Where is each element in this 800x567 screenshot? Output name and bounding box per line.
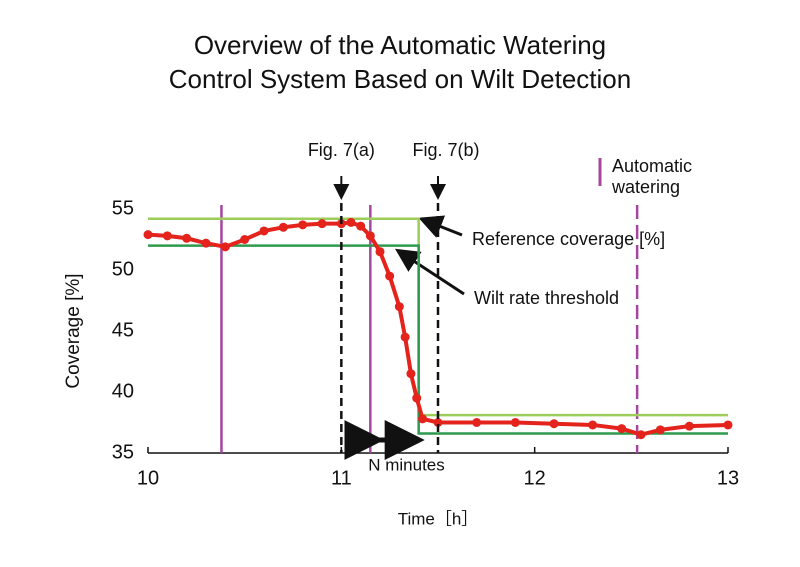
coverage-point: [472, 418, 482, 427]
coverage-point: [375, 247, 385, 257]
coverage-point: [346, 217, 356, 227]
coverage-point: [412, 393, 422, 403]
coverage-point: [317, 219, 327, 229]
coverage-point: [400, 332, 410, 342]
y-tick-label: 50: [112, 258, 134, 280]
coverage-point: [298, 220, 308, 230]
coverage-point: [259, 226, 269, 236]
x-tick-label: 11: [331, 467, 352, 489]
coverage-point: [143, 230, 153, 240]
y-tick-label: 40: [112, 380, 134, 402]
coverage-point: [182, 233, 192, 243]
pointer-arrow: [418, 215, 463, 238]
y-tick-label: 55: [112, 197, 134, 219]
threshold-line: [148, 244, 728, 435]
series-label: Wilt rate threshold: [474, 288, 619, 308]
coverage-point: [278, 222, 288, 232]
coverage-point: [723, 420, 733, 430]
x-tick-label: 13: [717, 467, 739, 489]
coverage-point: [394, 302, 404, 312]
coverage-point: [385, 271, 395, 281]
legend-label: Automatic: [612, 156, 692, 176]
coverage-point: [201, 238, 211, 248]
series-label: Reference coverage [%]: [472, 229, 665, 249]
x-tick-label: 12: [524, 467, 546, 489]
coverage-point: [162, 231, 172, 241]
coverage-point: [617, 424, 627, 434]
coverage-point: [365, 231, 375, 241]
coverage-point: [510, 418, 520, 427]
coverage-point: [240, 235, 250, 244]
pointer-arrow: [394, 248, 465, 296]
coverage-point: [636, 430, 646, 440]
marker-label: Fig. 7(a): [308, 140, 375, 160]
coverage-point: [356, 221, 366, 231]
x-tick-label: 10: [137, 467, 159, 489]
coverage-point: [588, 420, 598, 430]
coverage-point: [406, 369, 416, 379]
interval-label: N minutes: [368, 455, 445, 474]
legend-label: watering: [611, 177, 680, 197]
y-tick-label: 45: [112, 319, 134, 341]
coverage-point: [220, 242, 230, 252]
chart-title: Control System Based on Wilt Detection: [169, 64, 631, 94]
coverage-point: [433, 418, 443, 427]
coverage-point: [418, 414, 428, 424]
x-axis-label: Time［h］: [398, 509, 479, 528]
y-tick-label: 35: [112, 441, 134, 463]
coverage-point: [684, 421, 694, 431]
chart-title: Overview of the Automatic Watering: [194, 30, 606, 60]
coverage-point: [655, 425, 665, 435]
coverage-point: [549, 419, 559, 429]
marker-label: Fig. 7(b): [412, 140, 479, 160]
y-axis-label: Coverage [%]: [63, 273, 84, 388]
